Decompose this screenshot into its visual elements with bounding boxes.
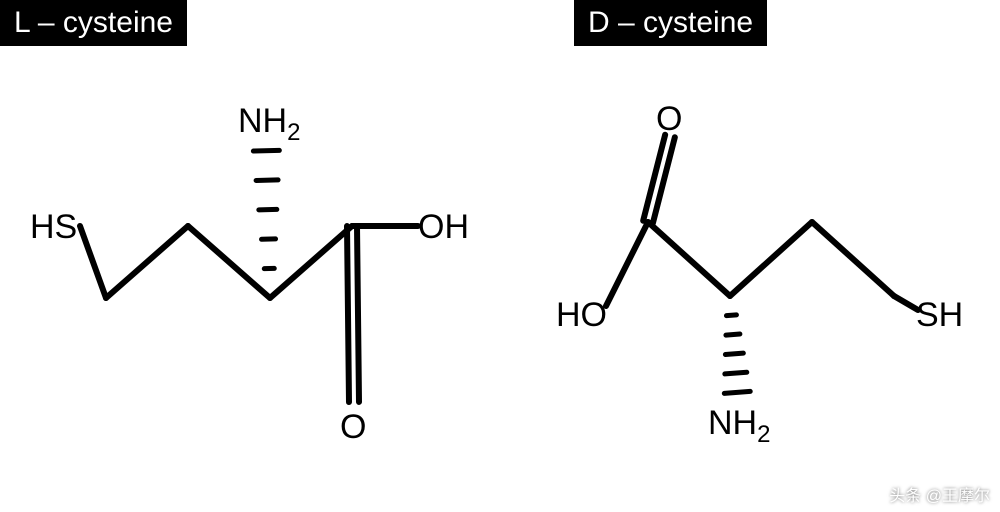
atom-sh: SH xyxy=(916,296,963,335)
atom-o: O xyxy=(656,100,682,139)
atom-hs: HS xyxy=(30,208,77,247)
atom-o: O xyxy=(340,408,366,447)
watermark-text: 头条 @王摩尔 xyxy=(889,488,990,505)
atom-ho: HO xyxy=(556,296,607,335)
bond-layer xyxy=(0,0,1000,512)
atom-nh2: NH2 xyxy=(238,102,300,147)
atom-nh2: NH2 xyxy=(708,404,770,449)
atom-oh: OH xyxy=(418,208,469,247)
watermark: 头条 @王摩尔 xyxy=(889,482,990,506)
